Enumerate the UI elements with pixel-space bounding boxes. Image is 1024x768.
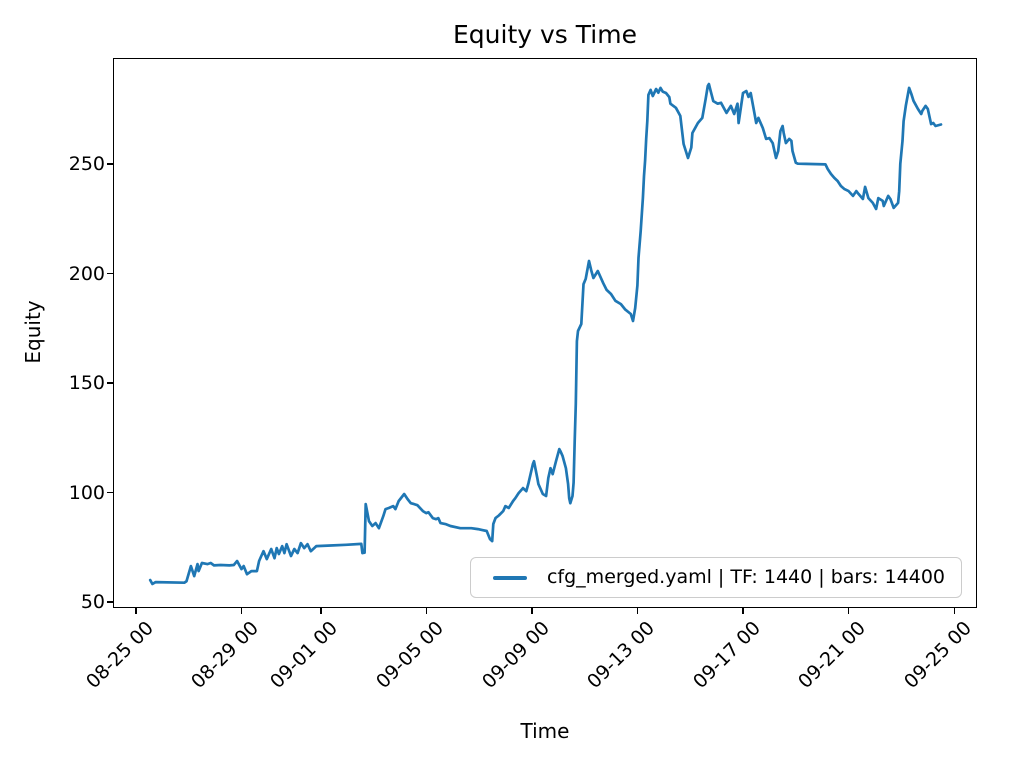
y-tick-label: 200 <box>68 262 105 285</box>
y-tick <box>107 163 113 165</box>
x-tick-label: 08-25 00 <box>81 617 158 693</box>
y-tick-label: 100 <box>68 481 105 504</box>
x-tick <box>531 608 533 614</box>
legend-label: cfg_merged.yaml | TF: 1440 | bars: 14400 <box>546 566 945 588</box>
legend-line-swatch <box>492 575 527 580</box>
equity-curve-svg <box>148 82 943 586</box>
x-tick <box>847 608 850 614</box>
y-tick-label: 150 <box>68 372 105 395</box>
x-tick <box>636 608 639 614</box>
x-tick-label: 09-05 00 <box>371 617 448 693</box>
x-tick-label: 09-01 00 <box>266 617 343 693</box>
y-tick-label: 50 <box>80 591 105 614</box>
x-tick <box>425 608 428 614</box>
x-tick-label: 09-21 00 <box>794 617 871 693</box>
y-tick-label: 250 <box>68 153 105 175</box>
legend: cfg_merged.yaml | TF: 1440 | bars: 14400 <box>469 557 962 598</box>
x-tick-label: 09-17 00 <box>688 617 765 693</box>
x-tick-label: 09-25 00 <box>899 617 976 693</box>
x-axis-label: Time <box>520 719 570 743</box>
x-tick-label: 08-29 00 <box>187 617 264 693</box>
y-tick <box>107 272 113 275</box>
x-tick <box>953 608 956 614</box>
x-tick <box>240 608 243 614</box>
x-tick <box>320 608 322 614</box>
chart-title: Equity vs Time <box>453 20 637 49</box>
y-tick <box>107 382 113 384</box>
y-axis-label: Equity <box>21 300 45 364</box>
y-tick <box>107 491 113 494</box>
x-tick-label: 09-13 00 <box>583 617 660 693</box>
plot-area: cfg_merged.yaml | TF: 1440 | bars: 14400 <box>113 58 977 608</box>
equity-line <box>148 82 943 586</box>
y-tick <box>107 601 113 603</box>
x-tick <box>135 608 137 614</box>
x-tick-label: 09-09 00 <box>477 617 554 693</box>
x-tick <box>742 608 744 614</box>
